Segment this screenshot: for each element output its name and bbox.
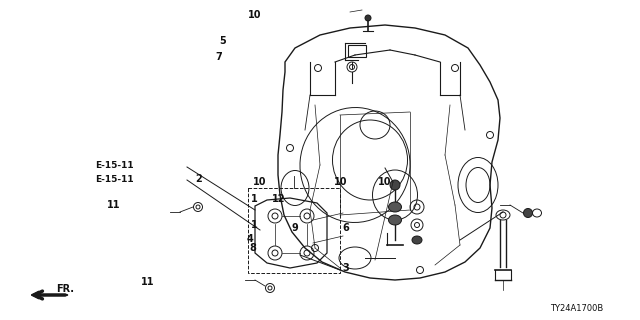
Ellipse shape <box>365 15 371 21</box>
Text: 9: 9 <box>291 223 298 233</box>
Text: 8: 8 <box>250 243 257 253</box>
Text: 12: 12 <box>272 194 285 204</box>
Text: E-15-11: E-15-11 <box>95 175 133 184</box>
Text: 3: 3 <box>342 263 349 273</box>
Text: 10: 10 <box>248 10 262 20</box>
Text: FR.: FR. <box>56 284 74 294</box>
Text: 7: 7 <box>216 52 223 62</box>
Ellipse shape <box>388 202 401 212</box>
Ellipse shape <box>388 215 401 225</box>
Text: 5: 5 <box>219 36 226 46</box>
Ellipse shape <box>412 236 422 244</box>
Text: 10: 10 <box>253 177 266 188</box>
Ellipse shape <box>524 209 532 218</box>
Bar <box>248 188 340 273</box>
Text: 10: 10 <box>334 177 348 187</box>
Text: 4: 4 <box>246 234 253 244</box>
Text: TY24A1700B: TY24A1700B <box>550 304 604 313</box>
Text: 6: 6 <box>342 223 349 233</box>
Text: 10: 10 <box>378 177 391 187</box>
Text: 1: 1 <box>251 220 258 230</box>
Text: 2: 2 <box>195 173 202 184</box>
Text: E-15-11: E-15-11 <box>95 161 133 170</box>
Bar <box>348 45 366 57</box>
Text: 11: 11 <box>107 200 120 210</box>
Text: 11: 11 <box>141 276 154 287</box>
Text: 1: 1 <box>251 194 258 204</box>
Ellipse shape <box>390 180 400 190</box>
